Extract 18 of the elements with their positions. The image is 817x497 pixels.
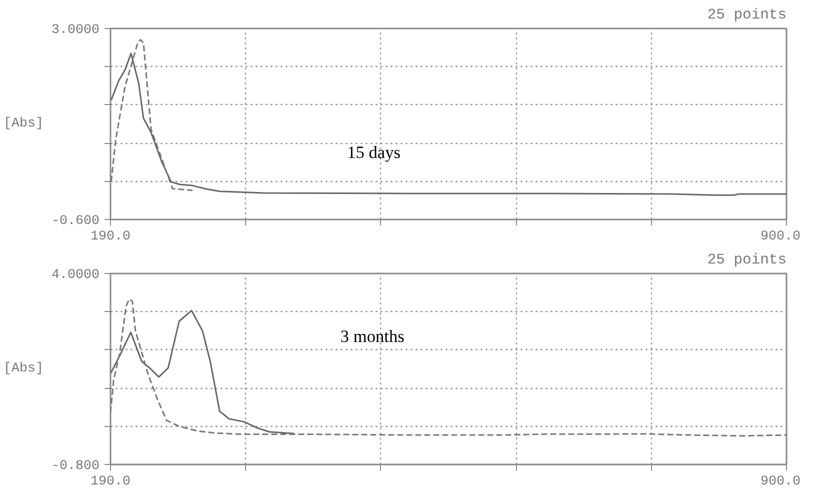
- annotation: 3 months: [340, 327, 405, 346]
- y-tick-label: 3.0000: [52, 23, 100, 38]
- x-tick-label: 900.0: [760, 230, 801, 244]
- chart-title: 25 points: [707, 8, 787, 24]
- line-series: [110, 52, 786, 196]
- line-series: [110, 298, 786, 437]
- y-tick-label: -0.800: [52, 459, 100, 474]
- x-tick-label: 190.0: [90, 474, 131, 490]
- x-tick-label: 190.0: [90, 230, 131, 244]
- line-series: [110, 310, 296, 434]
- annotation: 15 days: [347, 143, 401, 162]
- line-series: [110, 38, 194, 192]
- chart-title: 25 points: [707, 252, 787, 268]
- x-tick-label: 900.0: [760, 474, 801, 490]
- y-axis-title: [Abs]: [4, 116, 44, 132]
- y-axis-title: [Abs]: [4, 362, 44, 376]
- y-tick-label: -0.600: [52, 214, 100, 229]
- y-tick-label: 4.0000: [52, 268, 100, 283]
